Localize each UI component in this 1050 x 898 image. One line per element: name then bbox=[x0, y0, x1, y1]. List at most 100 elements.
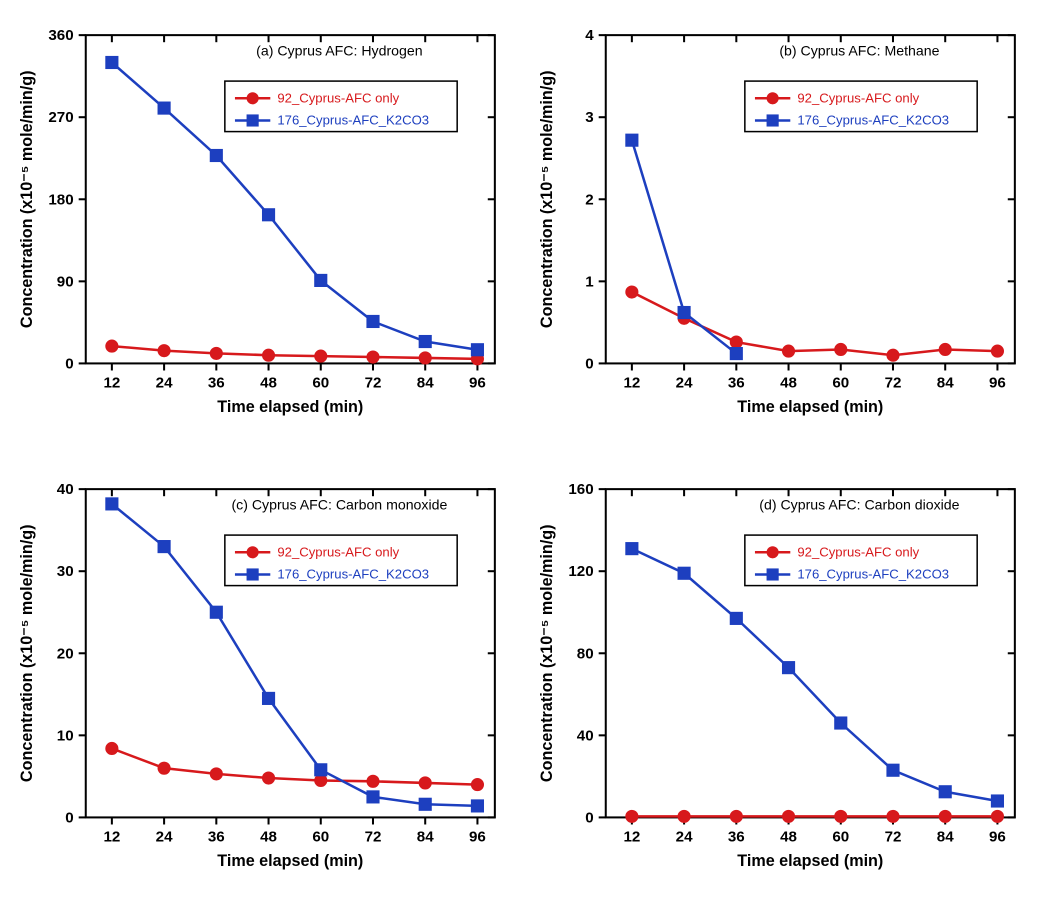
marker-square bbox=[106, 56, 118, 68]
x-tick-label: 36 bbox=[728, 829, 745, 846]
y-tick-label: 40 bbox=[57, 481, 74, 498]
marker-circle bbox=[210, 768, 222, 780]
marker-square bbox=[887, 764, 899, 776]
marker-circle bbox=[158, 762, 170, 774]
legend-label: 92_Cyprus-AFC only bbox=[797, 544, 919, 559]
x-tick-label: 72 bbox=[365, 375, 382, 392]
x-tick-label: 72 bbox=[365, 829, 382, 846]
y-tick-label: 180 bbox=[48, 191, 73, 208]
marker-square bbox=[315, 764, 327, 776]
marker-circle bbox=[262, 349, 274, 361]
plot-border bbox=[86, 489, 495, 817]
marker-square bbox=[419, 798, 431, 810]
marker-circle bbox=[106, 742, 118, 754]
y-tick-label: 360 bbox=[48, 27, 73, 44]
marker-circle bbox=[158, 345, 170, 357]
marker-circle bbox=[835, 343, 847, 355]
x-axis-title: Time elapsed (min) bbox=[217, 398, 363, 416]
y-tick-label: 2 bbox=[585, 191, 593, 208]
y-tick-label: 0 bbox=[585, 355, 593, 372]
y-tick-label: 4 bbox=[585, 27, 594, 44]
marker-circle bbox=[887, 349, 899, 361]
panel-b: 122436486072849601234Time elapsed (min)C… bbox=[530, 10, 1030, 434]
x-tick-label: 36 bbox=[728, 375, 745, 392]
legend-label: 176_Cyprus-AFC_K2CO3 bbox=[797, 113, 949, 128]
chart-svg: 1224364860728496090180270360Time elapsed… bbox=[10, 10, 510, 434]
marker-circle bbox=[315, 350, 327, 362]
panel-d: 122436486072849604080120160Time elapsed … bbox=[530, 464, 1030, 888]
x-tick-label: 84 bbox=[937, 829, 954, 846]
legend-label: 92_Cyprus-AFC only bbox=[277, 544, 399, 559]
chart-svg: 122436486072849601234Time elapsed (min)C… bbox=[530, 10, 1030, 434]
y-tick-label: 270 bbox=[48, 109, 73, 126]
x-tick-label: 60 bbox=[312, 829, 329, 846]
legend-label: 176_Cyprus-AFC_K2CO3 bbox=[277, 113, 429, 128]
x-tick-label: 60 bbox=[312, 375, 329, 392]
y-tick-label: 10 bbox=[57, 727, 74, 744]
x-tick-label: 48 bbox=[260, 375, 277, 392]
marker-circle bbox=[419, 777, 431, 789]
x-tick-label: 72 bbox=[885, 829, 902, 846]
y-axis-title: Concentration (x10⁻⁵ mole/min/g) bbox=[538, 524, 556, 782]
series-line-blue bbox=[632, 549, 998, 801]
x-axis-title: Time elapsed (min) bbox=[737, 398, 883, 416]
x-axis-title: Time elapsed (min) bbox=[737, 852, 883, 870]
plot-border bbox=[606, 35, 1015, 363]
y-tick-label: 0 bbox=[65, 355, 73, 372]
marker-square bbox=[262, 692, 274, 704]
y-tick-label: 160 bbox=[568, 481, 593, 498]
marker-circle bbox=[991, 345, 1003, 357]
x-tick-label: 24 bbox=[676, 375, 693, 392]
y-tick-label: 80 bbox=[577, 645, 594, 662]
x-tick-label: 96 bbox=[469, 375, 486, 392]
marker-circle bbox=[210, 347, 222, 359]
x-tick-label: 96 bbox=[469, 829, 486, 846]
x-tick-label: 96 bbox=[989, 829, 1006, 846]
y-axis-title: Concentration (x10⁻⁵ mole/min/g) bbox=[18, 524, 36, 782]
marker-circle bbox=[367, 775, 379, 787]
marker-square bbox=[678, 567, 690, 579]
x-tick-label: 12 bbox=[623, 375, 640, 392]
marker-square bbox=[730, 348, 742, 360]
x-tick-label: 12 bbox=[103, 829, 120, 846]
marker-circle bbox=[262, 772, 274, 784]
x-tick-label: 12 bbox=[103, 375, 120, 392]
y-tick-label: 30 bbox=[57, 563, 74, 580]
marker-circle bbox=[106, 340, 118, 352]
marker-square bbox=[419, 335, 431, 347]
marker-square bbox=[210, 606, 222, 618]
legend-label: 176_Cyprus-AFC_K2CO3 bbox=[797, 567, 949, 582]
y-tick-label: 3 bbox=[585, 109, 593, 126]
marker-square bbox=[315, 274, 327, 286]
y-tick-label: 1 bbox=[585, 273, 593, 290]
marker-square bbox=[158, 102, 170, 114]
marker-square bbox=[262, 209, 274, 221]
panel-c: 1224364860728496010203040Time elapsed (m… bbox=[10, 464, 510, 888]
marker-square bbox=[991, 795, 1003, 807]
x-tick-label: 96 bbox=[989, 375, 1006, 392]
marker-circle bbox=[991, 810, 1003, 822]
x-tick-label: 12 bbox=[623, 829, 640, 846]
x-tick-label: 36 bbox=[208, 375, 225, 392]
y-axis-title: Concentration (x10⁻⁵ mole/min/g) bbox=[538, 70, 556, 328]
chart-svg: 122436486072849604080120160Time elapsed … bbox=[530, 464, 1030, 888]
x-tick-label: 24 bbox=[156, 829, 173, 846]
legend-label: 92_Cyprus-AFC only bbox=[797, 90, 919, 105]
marker-circle bbox=[939, 810, 951, 822]
panel-a: 1224364860728496090180270360Time elapsed… bbox=[10, 10, 510, 434]
marker-square bbox=[626, 134, 638, 146]
marker-circle bbox=[471, 779, 483, 791]
x-tick-label: 24 bbox=[676, 829, 693, 846]
x-tick-label: 84 bbox=[417, 829, 434, 846]
y-tick-label: 90 bbox=[57, 273, 74, 290]
marker-square bbox=[471, 800, 483, 812]
y-tick-label: 0 bbox=[65, 809, 73, 826]
marker-circle bbox=[626, 286, 638, 298]
marker-circle bbox=[782, 810, 794, 822]
marker-square bbox=[835, 717, 847, 729]
marker-circle bbox=[782, 345, 794, 357]
x-tick-label: 36 bbox=[208, 829, 225, 846]
marker-square bbox=[367, 791, 379, 803]
x-tick-label: 48 bbox=[780, 829, 797, 846]
legend-label: 92_Cyprus-AFC only bbox=[277, 90, 399, 105]
